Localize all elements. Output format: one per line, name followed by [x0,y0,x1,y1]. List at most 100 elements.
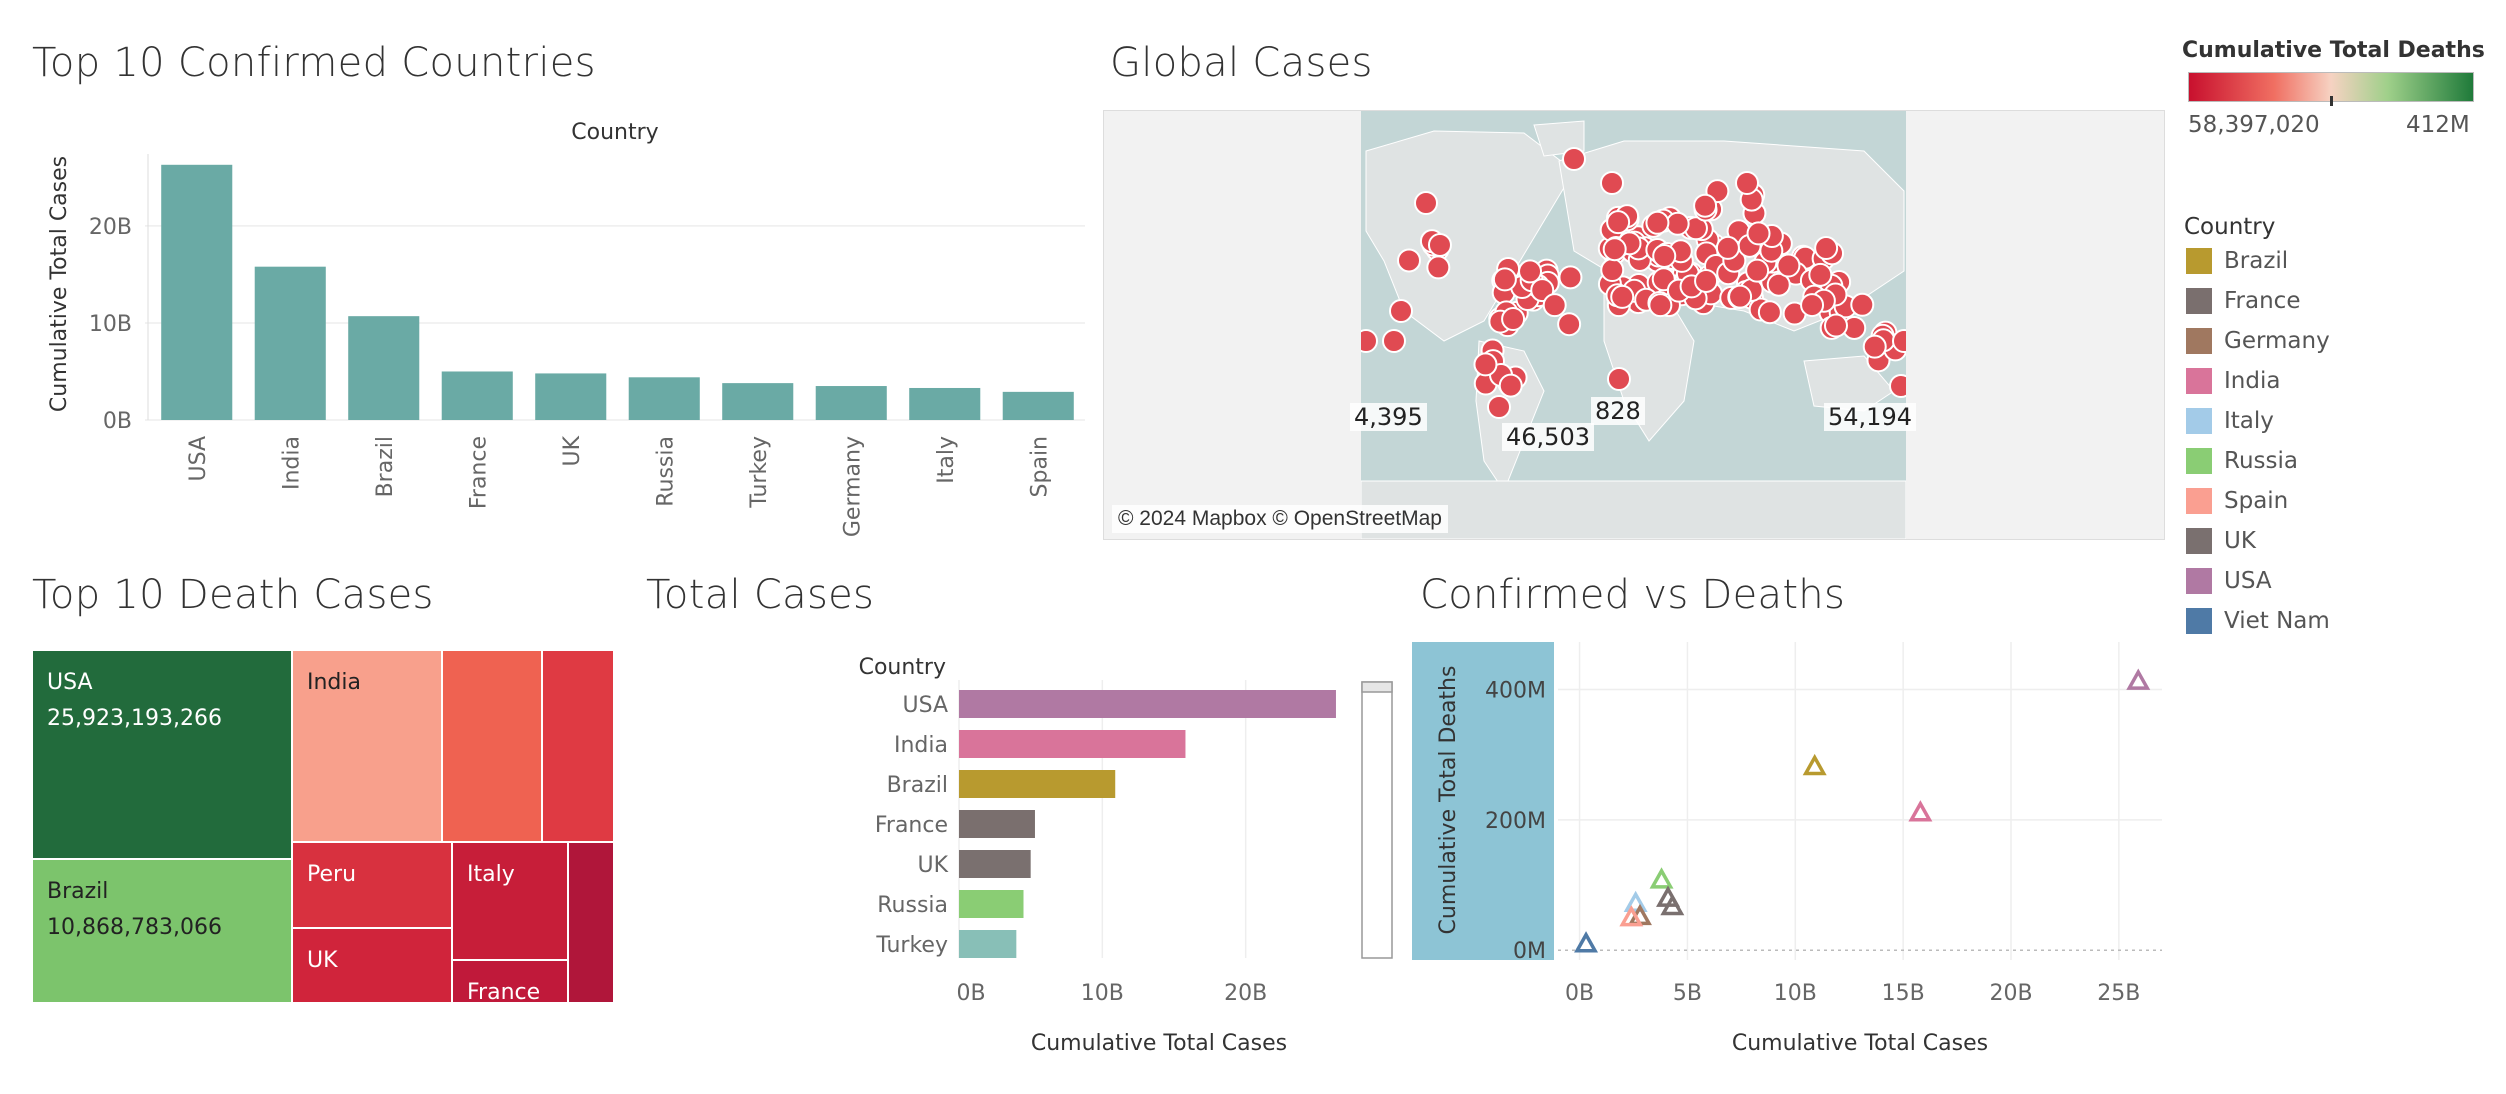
x-tick-label: Italy [934,436,959,484]
legend-item-germany[interactable]: Germany [2186,328,2330,354]
map-dot [1557,312,1582,337]
legend-item-russia[interactable]: Russia [2186,448,2298,474]
treemap-cell-label: Italy [467,862,515,887]
y-tick-label: 400M [1485,679,1546,704]
map-dot [1487,395,1511,419]
map-dot [1694,268,1719,293]
map-dot [1607,367,1631,391]
legend-item-india[interactable]: India [2186,368,2280,394]
legend-item-usa[interactable]: USA [2186,568,2272,594]
x-tick-label: 10B [1774,981,1817,1006]
map-dot [1542,293,1567,318]
legend-label: India [2224,368,2281,394]
map-dot [1600,258,1625,283]
bar-india [959,730,1186,758]
map-landmass [1533,120,1585,157]
top-confirmed-chart[interactable]: Country Cumulative Total Cases 0B 10B 20B USA… [0,110,1090,550]
map-dot [1715,235,1740,260]
treemap-cell-france[interactable]: France [452,960,568,1005]
treemap-cell-brazil[interactable]: Brazil 10,868,783,066 [32,859,292,1003]
treemap-cell[interactable] [442,650,542,842]
y-tick-label: Russia [877,893,948,918]
treemap-cell-uk[interactable]: UK [292,928,452,1003]
map-canvas[interactable] [1104,111,2164,539]
x-tick-label: 0B [1565,981,1594,1006]
treemap-cell[interactable] [568,842,614,1003]
legend-swatch [2186,568,2212,594]
title-top-confirmed: Top 10 Confirmed Countries [32,40,596,86]
y-tick-label: 20B [89,215,132,240]
map-dot [1389,299,1413,323]
treemap-cell-peru[interactable]: Peru [292,842,452,928]
map-attribution[interactable]: © 2024 Mapbox © OpenStreetMap [1112,505,1448,533]
treemap-cell-india[interactable]: India [292,650,442,842]
x-tick-label: India [279,436,304,490]
top-deaths-treemap[interactable]: USA 25,923,193,266 Brazil 10,868,783,066 Ind… [32,650,614,1005]
map-dot [1498,373,1523,398]
bar-italy [909,387,981,420]
legend-label: Russia [2224,448,2298,474]
x-tick-label: Germany [840,436,865,537]
map-dot [1776,253,1801,278]
map-dot [1558,265,1583,290]
bar-usa [161,164,233,420]
treemap-cell-italy[interactable]: Italy [452,842,568,960]
y-tick-label: Brazil [887,773,948,798]
total-cases-chart[interactable]: 0B 10B 20B Country Cumulative Total Cases USA… [646,640,1416,1060]
map-label-4: 54,194 [1824,403,1916,431]
legend-label: Brazil [2224,248,2289,274]
legend-label: France [2224,288,2301,314]
bar-france [441,371,513,420]
x-tick-label: France [466,436,491,509]
bar-germany [815,386,887,420]
title-total-cases: Total Cases [646,572,875,618]
y-tick-label: India [894,733,948,758]
confirmed-vs-deaths-chart[interactable]: 0B 5B 10B 15B 20B 25B 0M 200M 400M Cumulative Tot… [1410,640,2170,1060]
map-label-2: 46,503 [1502,423,1594,451]
map-dot [1862,334,1887,359]
x-tick-label: 25B [2097,981,2140,1006]
scatter-point-india [1908,800,1933,822]
legend-swatch [2186,328,2212,354]
scatter-point-russia [1649,867,1674,889]
legend-label: Viet Nam [2224,608,2330,634]
legend-item-viet-nam[interactable]: Viet Nam [2186,608,2330,634]
map-dot [1501,307,1526,332]
map-dot [1610,284,1635,309]
map-label-1: 4,395 [1350,403,1427,431]
bar-india [254,266,326,420]
legend-item-italy[interactable]: Italy [2186,408,2274,434]
legend-item-uk[interactable]: UK [2186,528,2256,554]
bar-russia [959,890,1024,918]
map-dot [1562,147,1586,171]
global-cases-map[interactable]: 4,395 46,503 828 54,194 © 2024 Mapbox © … [1103,110,2165,540]
legend-item-brazil[interactable]: Brazil [2186,248,2288,274]
x-tick-label: 5B [1673,981,1702,1006]
map-dot [1492,267,1517,292]
legend-item-spain[interactable]: Spain [2186,488,2288,514]
legend-item-france[interactable]: France [2186,288,2300,314]
map-label-3: 828 [1591,397,1645,425]
scatter-point-viet-nam [1574,931,1599,953]
map-dot [1518,259,1543,284]
treemap-cell[interactable] [542,650,614,842]
x-tick-label: 20B [1224,981,1267,1006]
x-tick-label: 0B [956,981,985,1006]
map-dot [1606,210,1631,235]
treemap-cell-usa[interactable]: USA 25,923,193,266 [32,650,292,859]
y-tick-label: UK [917,853,948,878]
y-axis-label: Cumulative Total Cases [47,156,72,412]
x-tick-label: Spain [1027,436,1052,497]
x-tick-label: 10B [1081,981,1124,1006]
legend-label: Spain [2224,488,2289,514]
scatter-point-spain [1619,905,1644,927]
treemap-cell-value: 25,923,193,266 [47,706,222,731]
map-dot [1823,313,1848,338]
map-dot [1397,248,1422,273]
x-axis-label: Cumulative Total Cases [1031,1031,1287,1056]
scatter-point-brazil [1802,753,1827,776]
bar-uk [959,850,1031,878]
map-dot [1735,171,1759,195]
title-confirmed-vs-deaths: Confirmed vs Deaths [1420,572,1846,618]
legend-swatch [2186,408,2212,434]
